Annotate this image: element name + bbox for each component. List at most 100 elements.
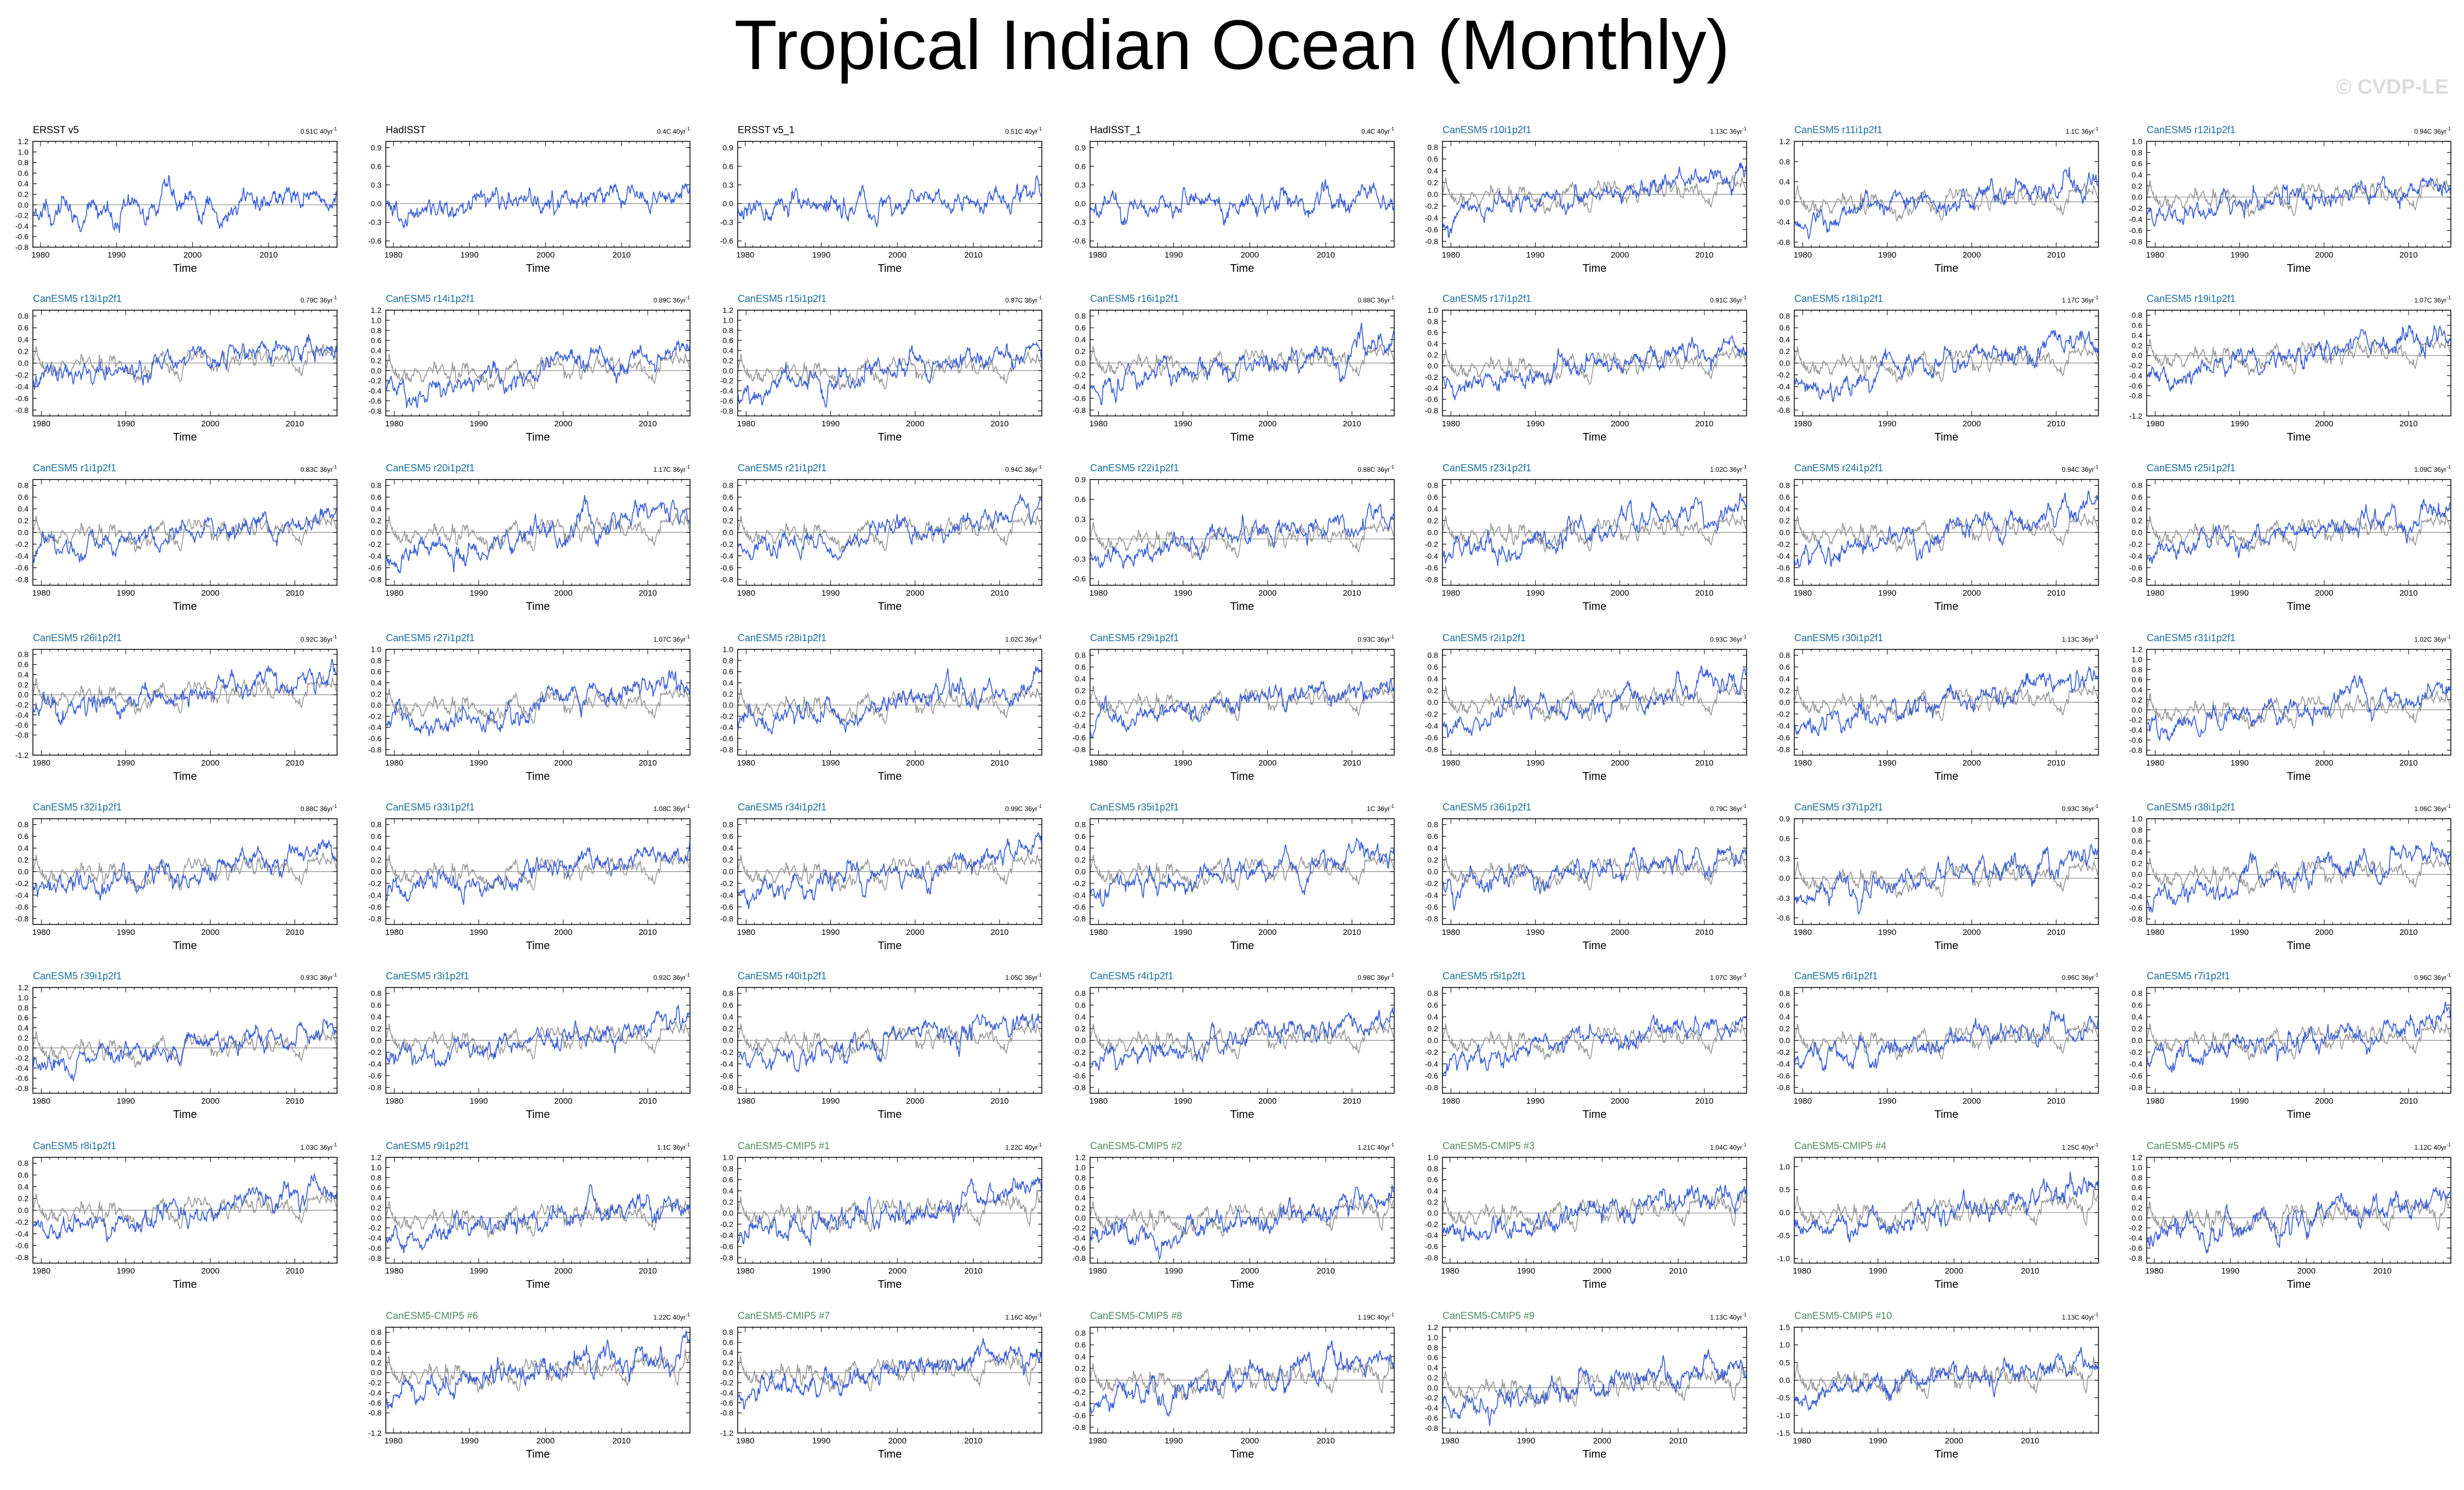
y-tick-label: -0.3 (1073, 555, 1086, 563)
observed-series-line (385, 512, 691, 553)
y-tick-label: 0.2 (2132, 181, 2143, 190)
chart-panel: -0.8 -0.6 -0.4 -0.2 0.0 0.2 0.4 0.6 0.8 1980 1990 2… (368, 802, 691, 952)
y-tick-label: 0.0 (18, 1206, 29, 1215)
y-tick-label: 0.2 (1779, 347, 1790, 356)
y-tick-label: 0.4 (1075, 335, 1086, 344)
model-series-line (1442, 846, 1747, 911)
y-tick-label: 1.2 (1779, 137, 1790, 146)
y-tick-label: -0.2 (2129, 881, 2142, 890)
panel-title: CanESM5 r13i1p2f1 (33, 293, 122, 304)
model-series-line (2147, 175, 2451, 227)
x-tick-label: 1980 (1794, 928, 1812, 937)
y-tick-label: 0.0 (18, 1043, 29, 1052)
y-tick-label: -0.2 (2129, 204, 2142, 213)
y-tick-label: -0.8 (720, 1083, 733, 1092)
y-tick-label: -0.6 (720, 903, 733, 911)
y-tick-label: 0.0 (723, 528, 734, 537)
x-tick-label: 1990 (470, 1097, 488, 1106)
y-tick-label: 0.0 (2132, 193, 2143, 202)
x-tick-label: 1990 (2231, 250, 2249, 260)
x-tick-label: 2000 (1611, 928, 1629, 937)
trend-exponent: -1 (2446, 803, 2451, 809)
chart-panel: -0.8 -0.6 -0.4 -0.2 0.0 0.2 0.4 0.6 0.8 1980 1990 2… (1777, 632, 2099, 783)
y-tick-label: 0.6 (723, 1175, 734, 1184)
trend-label: 1.03C 36yr-1 (300, 1142, 337, 1151)
x-tick-label: 2000 (201, 589, 219, 598)
x-tick-label: 2010 (1695, 250, 1713, 260)
y-tick-label: 0.8 (18, 158, 29, 167)
y-tick-label: 0.0 (723, 867, 734, 876)
trend-exponent: -1 (2094, 972, 2098, 978)
chart-panel: -0.8 -0.6 -0.4 -0.2 0.0 0.2 0.4 0.6 0.8 1980 1990 2… (1425, 971, 1747, 1121)
y-tick-label: -0.8 (720, 407, 733, 415)
model-series-line (385, 1004, 691, 1067)
y-tick-label: -0.6 (15, 903, 28, 911)
model-series-line (385, 670, 691, 737)
y-tick-label: -0.6 (1073, 574, 1086, 583)
x-axis-label: Time (1935, 1109, 1959, 1121)
observed-series-line (2146, 690, 2451, 730)
model-series-line (32, 659, 338, 726)
panel-title: ERSST v5 (33, 124, 79, 135)
trend-label: 1.1C 36yr-1 (657, 1142, 690, 1151)
x-tick-label: 1990 (117, 1266, 135, 1276)
x-axis-label: Time (2287, 262, 2311, 275)
y-tick-label: -0.4 (15, 1064, 28, 1072)
x-tick-label: 1980 (2146, 589, 2164, 598)
observed-series-line (1442, 512, 1747, 553)
x-tick-label: 1980 (1090, 419, 1108, 429)
y-tick-label: -0.6 (1073, 394, 1086, 403)
observed-series-line (2146, 177, 2451, 218)
model-series-line (2146, 1000, 2451, 1073)
y-tick-label: 0.8 (723, 481, 734, 490)
y-tick-label: 0.3 (1779, 854, 1790, 863)
y-tick-label: 0.2 (723, 1024, 734, 1033)
x-axis-label: Time (1230, 940, 1254, 952)
panel-title: CanESM5 r17i1p2f1 (1442, 293, 1531, 304)
x-tick-label: 1990 (2231, 1097, 2249, 1106)
x-axis-label: Time (1583, 940, 1607, 952)
y-tick-label: 1.2 (723, 306, 734, 315)
plot-frame (737, 141, 1042, 248)
trend-exponent: -1 (2446, 634, 2451, 640)
y-tick-label: 0.2 (2132, 859, 2143, 867)
x-axis-label: Time (173, 601, 197, 613)
x-tick-label: 2000 (537, 250, 555, 260)
x-tick-label: 1990 (2231, 419, 2249, 429)
model-series-line (1090, 678, 1395, 740)
model-series-line (32, 1018, 338, 1082)
y-tick-label: 0.4 (371, 678, 382, 687)
y-tick-label: -0.8 (720, 914, 733, 923)
x-tick-label: 2000 (1611, 250, 1629, 260)
y-tick-label: -0.8 (2129, 391, 2142, 400)
y-tick-label: -0.8 (368, 914, 381, 923)
x-axis-label: Time (1230, 1109, 1254, 1121)
y-tick-label: -0.2 (720, 376, 733, 385)
y-tick-label: -0.6 (720, 1242, 733, 1251)
trend-label: 0.96C 36yr-1 (2414, 972, 2451, 981)
observed-series-line (2146, 1020, 2451, 1061)
y-tick-label: 0.2 (1428, 855, 1439, 864)
y-tick-label: 0.4 (371, 1013, 382, 1021)
y-tick-label: -0.8 (1073, 914, 1086, 923)
x-tick-label: 1990 (470, 589, 488, 598)
y-tick-label: -0.4 (720, 890, 733, 899)
page-title: Tropical Indian Ocean (Monthly) (0, 4, 2464, 87)
panel-title: ERSST v5_1 (738, 124, 795, 136)
y-tick-label: 0.2 (1075, 855, 1086, 864)
x-tick-label: 2010 (2399, 419, 2417, 429)
trend-label: 0.94C 36yr-1 (2414, 126, 2451, 135)
x-tick-label: 2000 (2315, 758, 2333, 768)
trend-exponent: -1 (2094, 803, 2098, 809)
y-tick-label: 0.8 (1428, 317, 1439, 326)
y-tick-label: -0.2 (1777, 540, 1790, 549)
y-tick-label: -0.2 (2129, 716, 2142, 724)
y-tick-label: -0.6 (368, 237, 381, 246)
y-tick-label: -0.6 (15, 563, 28, 572)
panel-title: CanESM5 r36i1p2f1 (1442, 802, 1531, 813)
trend-label: 1C 36yr-1 (1367, 803, 1394, 813)
y-tick-label: 0.6 (371, 667, 382, 676)
y-tick-label: -0.4 (15, 551, 28, 560)
panel-title: CanESM5 r5i1p2f1 (1442, 971, 1526, 981)
